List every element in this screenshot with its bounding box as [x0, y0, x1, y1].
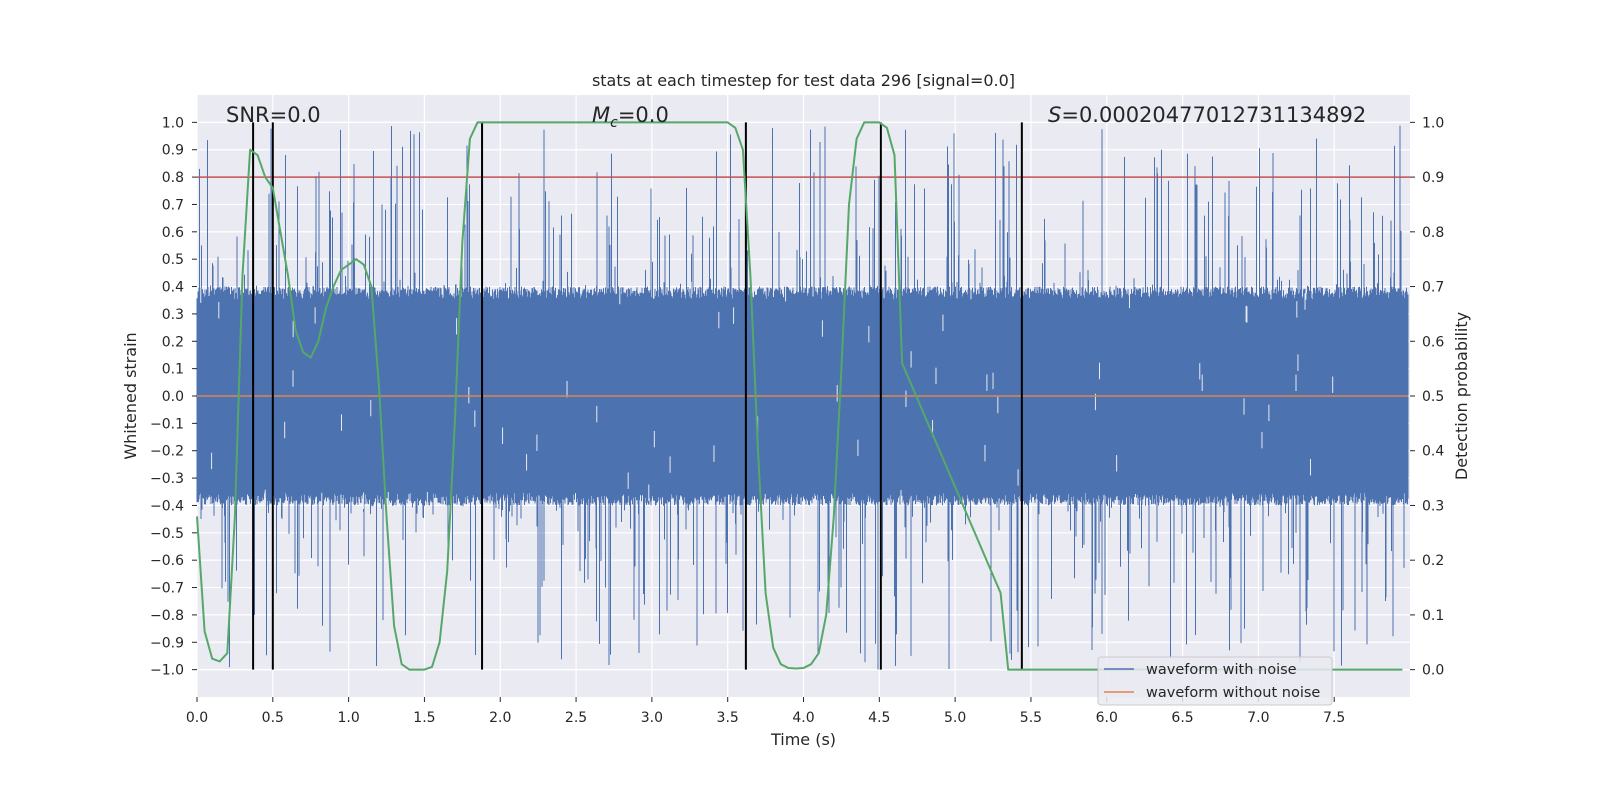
- s-symbol: S: [1048, 103, 1061, 127]
- left-tick-label: −0.3: [150, 471, 184, 487]
- series-detection-probability: [196, 121, 1403, 671]
- x-tick-label: 5.5: [1020, 710, 1042, 726]
- legend: waveform with noise waveform without noi…: [1097, 656, 1333, 706]
- left-tick-label: −0.9: [150, 635, 184, 651]
- left-tick-label: 0.4: [162, 280, 184, 296]
- x-tick-label: 0.5: [262, 710, 284, 726]
- x-tick-label: 3.0: [641, 710, 663, 726]
- right-tick-label: 0.4: [1422, 444, 1444, 460]
- x-tick-label: 0.0: [186, 710, 208, 726]
- left-tick-label: 0.6: [162, 225, 184, 241]
- right-tick-label: 0.7: [1422, 280, 1444, 296]
- left-axis-label: Whitened strain: [121, 332, 140, 459]
- annotation-chirp-mass: Mc=0.0: [592, 103, 669, 131]
- right-axis-ticks: 1.0 0.9 0.8 0.7 0.6 0.5 0.4 0.3 0.2 0.1 0.0: [1410, 115, 1444, 679]
- x-tick-label: 3.5: [717, 710, 739, 726]
- right-tick-label: 0.6: [1422, 334, 1444, 350]
- left-tick-label: 0.1: [162, 362, 184, 378]
- x-tick-label: 4.5: [868, 710, 890, 726]
- x-tick-label: 2.0: [489, 710, 511, 726]
- legend-label-without-noise: waveform without noise: [1146, 685, 1320, 701]
- mc-subscript: c: [610, 115, 618, 131]
- right-tick-label: 0.1: [1422, 608, 1444, 624]
- right-tick-label: 1.0: [1422, 115, 1444, 131]
- right-tick-label: 0.2: [1422, 553, 1444, 569]
- mc-symbol: M: [592, 103, 610, 127]
- mc-value: =0.0: [618, 103, 669, 127]
- left-tick-label: −0.2: [150, 444, 184, 460]
- left-tick-label: 0.3: [162, 307, 184, 323]
- right-tick-label: 0.5: [1422, 389, 1444, 405]
- x-tick-label: 2.5: [565, 710, 587, 726]
- left-tick-label: −0.1: [150, 416, 184, 432]
- x-tick-label: 7.5: [1323, 710, 1345, 726]
- x-tick-label: 4.0: [792, 710, 814, 726]
- x-tick-label: 6.5: [1171, 710, 1193, 726]
- x-tick-label: 5.0: [944, 710, 966, 726]
- left-tick-label: −0.6: [150, 553, 184, 569]
- annotation-score: S=0.00020477012731134892: [1048, 103, 1366, 127]
- chart-title: stats at each timestep for test data 296…: [592, 71, 1015, 90]
- right-tick-label: 0.8: [1422, 225, 1444, 241]
- s-value: =0.00020477012731134892: [1061, 103, 1366, 127]
- right-tick-label: 0.9: [1422, 170, 1444, 186]
- left-tick-label: 0.8: [162, 170, 184, 186]
- annotation-snr: SNR=0.0: [226, 103, 321, 127]
- x-tick-label: 1.0: [337, 710, 359, 726]
- x-axis-label: Time (s): [770, 730, 836, 749]
- left-tick-label: −0.5: [150, 526, 184, 542]
- left-tick-label: 1.0: [162, 115, 184, 131]
- left-tick-label: 0.2: [162, 334, 184, 350]
- x-tick-label: 1.5: [413, 710, 435, 726]
- left-tick-label: −0.7: [150, 581, 184, 597]
- right-axis-label: Detection probability: [1452, 312, 1471, 480]
- left-tick-label: −0.4: [150, 498, 184, 514]
- legend-label-with-noise: waveform with noise: [1146, 662, 1297, 678]
- left-tick-label: −0.8: [150, 608, 184, 624]
- right-tick-label: 0.3: [1422, 498, 1444, 514]
- left-tick-label: 0.0: [162, 389, 184, 405]
- left-tick-label: 0.5: [162, 252, 184, 268]
- left-axis-ticks: 1.0 0.9 0.8 0.7 0.6 0.5 0.4 0.3 0.2 0.1 0.0 −0.1 −0.…: [150, 115, 197, 679]
- left-tick-label: 0.7: [162, 197, 184, 213]
- legend-box: [1097, 656, 1333, 706]
- x-axis-ticks: 0.0 0.5 1.0 1.5 2.0 2.5 3.0 3.5 4.0 4.5 5.0 5.5 6.0 6…: [186, 697, 1345, 726]
- x-tick-label: 6.0: [1096, 710, 1118, 726]
- left-tick-label: 0.9: [162, 143, 184, 159]
- right-tick-label: 0.0: [1422, 663, 1444, 679]
- left-tick-label: −1.0: [150, 663, 184, 679]
- x-tick-label: 7.0: [1247, 710, 1269, 726]
